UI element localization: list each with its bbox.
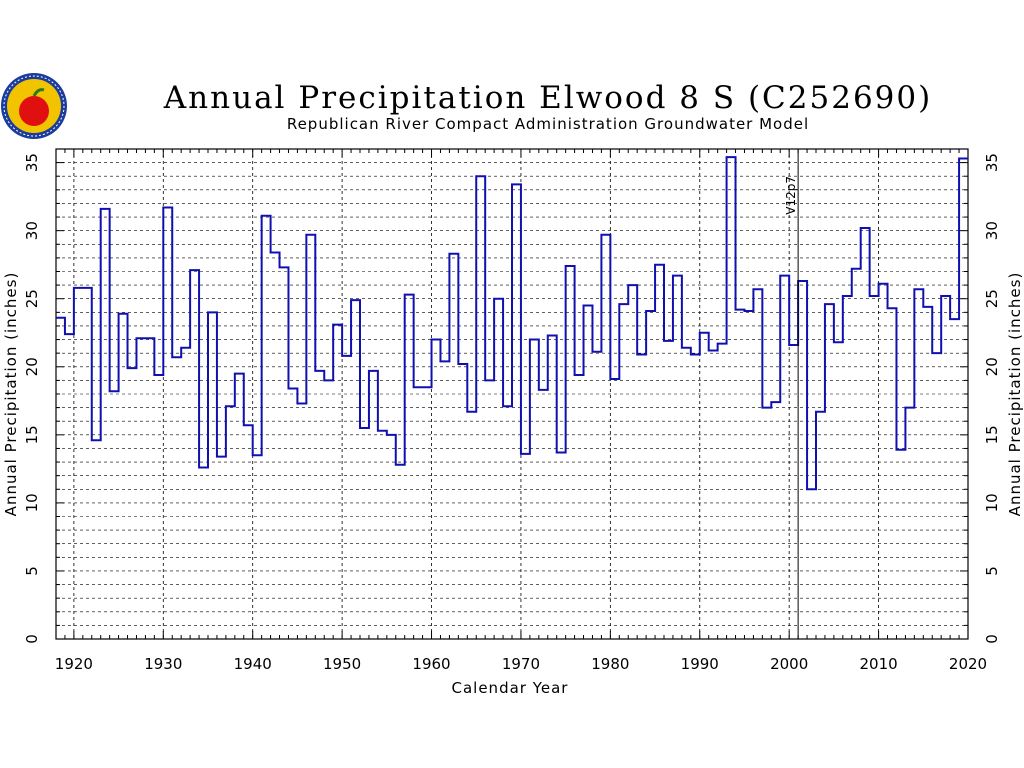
y-tick-label-right: 25 — [983, 289, 1001, 308]
y-tick-label-right: 15 — [983, 425, 1001, 444]
apple-seal-logo-icon — [1, 73, 67, 139]
x-tick-label: 1970 — [502, 655, 540, 673]
y-tick-label-left: 10 — [23, 493, 41, 512]
x-tick-label: 1950 — [323, 655, 361, 673]
precipitation-series — [56, 156, 968, 491]
x-tick-label: 2010 — [859, 655, 897, 673]
y-tick-label-left: 35 — [23, 153, 41, 172]
y-axis-right-ticks: 0 5 10 15 20 25 30 35 — [960, 148, 1001, 644]
x-tick-label: 1960 — [412, 655, 450, 673]
y-tick-label-left: 25 — [23, 289, 41, 308]
x-tick-label: 1990 — [681, 655, 719, 673]
y-axis-label-left: Annual Precipitation (inches) — [2, 272, 20, 517]
x-tick-label: 2000 — [770, 655, 808, 673]
annotations: V12p7 — [784, 149, 799, 639]
y-tick-label-left: 5 — [23, 566, 41, 576]
y-tick-label-left: 30 — [23, 221, 41, 240]
y-tick-label-right: 30 — [983, 221, 1001, 240]
x-tick-label: 1920 — [55, 655, 93, 673]
x-axis-ticks: 1920 1930 1940 1950 1960 1970 1980 1990 2000 2010… — [55, 149, 987, 673]
y-axis-label-right: Annual Precipitation (inches) — [1006, 272, 1024, 517]
y-tick-label-left: 15 — [23, 425, 41, 444]
y-tick-label-left: 20 — [23, 357, 41, 376]
y-tick-label-right: 5 — [983, 566, 1001, 576]
x-tick-label: 1980 — [591, 655, 629, 673]
logo-apple-leaf — [32, 88, 45, 97]
y-tick-label-right: 20 — [983, 357, 1001, 376]
x-axis-label: Calendar Year — [452, 679, 569, 697]
x-tick-label: 2020 — [949, 655, 987, 673]
chart-title: Annual Precipitation Elwood 8 S (C252690… — [163, 80, 932, 116]
y-axis-left-ticks: 0 5 10 15 20 25 30 35 — [23, 148, 64, 644]
y-tick-label-right: 10 — [983, 493, 1001, 512]
annotation-label: V12p7 — [784, 176, 798, 215]
x-tick-label: 1940 — [234, 655, 272, 673]
y-tick-label-right: 35 — [983, 153, 1001, 172]
x-tick-label: 1930 — [144, 655, 182, 673]
y-tick-label-left: 0 — [23, 634, 41, 644]
y-tick-label-right: 0 — [983, 634, 1001, 644]
chart-subtitle: Republican River Compact Administration … — [287, 115, 809, 133]
logo-lettering-ring — [3, 75, 65, 137]
precipitation-step-line — [56, 156, 968, 491]
logo-apple — [19, 96, 49, 126]
